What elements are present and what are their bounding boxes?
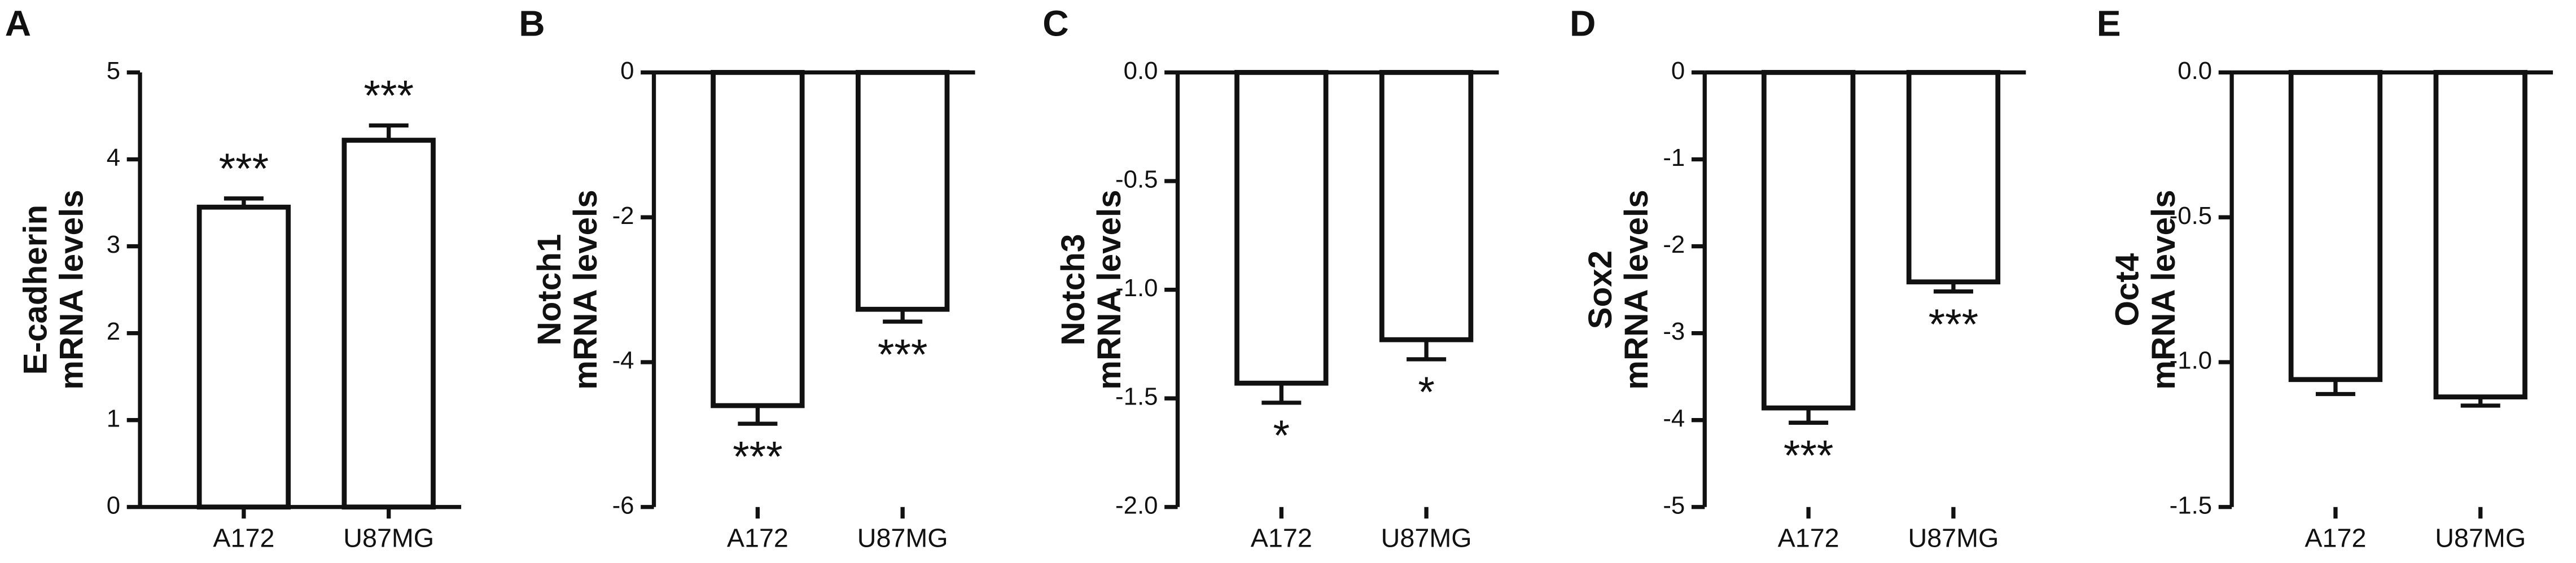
y-tick-label: -6: [612, 491, 634, 519]
significance: ***: [363, 72, 414, 120]
x-tick-label: U87MG: [1381, 523, 1472, 552]
bar: [2288, 70, 2383, 382]
significance: ***: [878, 331, 928, 379]
bar: [711, 70, 805, 408]
y-tick-label: -1: [1663, 144, 1685, 171]
y-tick-label: 0.0: [1124, 57, 1158, 85]
y-axis-label: Sox2: [1582, 250, 1619, 329]
x-tick-label: A172: [727, 523, 788, 552]
bar: [1906, 70, 2001, 285]
panel-label: D: [1570, 3, 1596, 44]
y-tick-label: -1.0: [1115, 274, 1158, 302]
y-axis-label: mRNA levels: [54, 190, 90, 390]
significance: ***: [1929, 301, 1979, 349]
y-axis-label: mRNA levels: [1091, 190, 1128, 390]
y-axis-label: mRNA levels: [567, 190, 604, 390]
y-tick-label: -5: [1663, 491, 1685, 519]
x-tick-label: A172: [213, 523, 274, 552]
y-tick-label: 3: [107, 231, 120, 258]
x-tick-label: U87MG: [857, 523, 948, 552]
y-axis-label: Notch1: [531, 234, 568, 346]
significance: ***: [219, 145, 269, 193]
y-tick-label: -1.5: [2170, 491, 2212, 519]
y-axis-label: E-cadherin: [17, 205, 54, 375]
bar: [341, 138, 436, 510]
significance: *: [1273, 412, 1290, 460]
y-tick-label: 1: [107, 404, 120, 432]
bar: [2433, 70, 2527, 399]
panel-label: A: [5, 3, 31, 44]
y-axis-label: mRNA levels: [2145, 190, 2182, 390]
y-tick-label: 0.0: [2178, 57, 2212, 85]
x-tick-label: U87MG: [343, 523, 434, 552]
y-tick-label: 0: [1671, 57, 1685, 85]
y-axis-label: mRNA levels: [1618, 190, 1655, 390]
y-axis-label: Notch3: [1055, 234, 1092, 346]
bar: [1234, 70, 1329, 386]
panel-label: B: [519, 3, 545, 44]
y-axis-label: Oct4: [2109, 253, 2146, 326]
x-tick-label: A172: [2305, 523, 2366, 552]
y-tick-label: 2: [107, 318, 120, 345]
bar: [1379, 70, 1474, 342]
x-tick-label: A172: [1251, 523, 1312, 552]
bar: [196, 204, 291, 510]
y-tick-label: -1.5: [1115, 383, 1158, 411]
bar: [1761, 70, 1856, 411]
y-tick-label: -1.0: [2170, 347, 2212, 375]
y-tick-label: 5: [107, 57, 120, 85]
x-tick-label: U87MG: [1908, 523, 1999, 552]
significance: ***: [1784, 432, 1834, 480]
y-tick-label: -0.5: [1115, 166, 1158, 193]
y-tick-label: -2: [1663, 231, 1685, 258]
y-tick-label: -4: [612, 347, 634, 375]
significance: *: [1418, 368, 1435, 416]
panel-label: E: [2097, 3, 2121, 44]
y-tick-label: -2.0: [1115, 491, 1158, 519]
x-tick-label: A172: [1778, 523, 1839, 552]
y-tick-label: -2: [612, 202, 634, 230]
y-tick-label: 0: [107, 491, 120, 519]
y-tick-label: -4: [1663, 404, 1685, 432]
y-tick-label: -3: [1663, 318, 1685, 345]
y-tick-label: 0: [620, 57, 634, 85]
significance: ***: [733, 433, 783, 481]
x-tick-label: U87MG: [2435, 523, 2526, 552]
y-tick-label: 4: [107, 144, 120, 171]
panel-label: C: [1042, 3, 1068, 44]
y-tick-label: -0.5: [2170, 202, 2212, 230]
bar: [855, 70, 950, 312]
